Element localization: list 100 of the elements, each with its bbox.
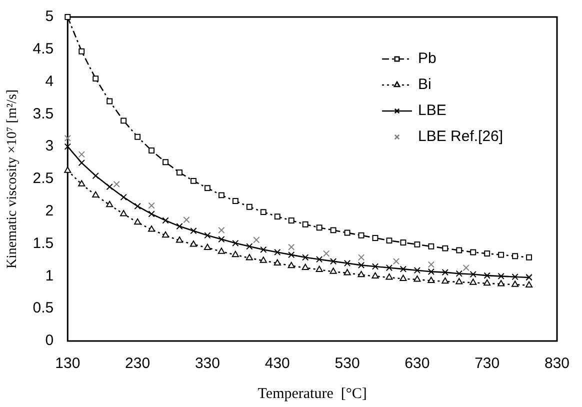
point: [260, 246, 267, 253]
point: [400, 274, 407, 282]
point: [456, 278, 463, 284]
point: [232, 250, 239, 258]
point: [120, 210, 128, 216]
x-tick-label: 330: [194, 355, 220, 372]
point: [148, 202, 155, 209]
y-tick-label: 0: [45, 332, 54, 350]
point: [78, 48, 85, 54]
point: [274, 214, 280, 220]
point: [372, 263, 379, 270]
point: [134, 134, 141, 140]
point: [274, 259, 281, 266]
point: [344, 268, 351, 276]
point: [92, 76, 99, 82]
point: [302, 254, 309, 261]
point: [470, 249, 476, 256]
point: [526, 254, 532, 260]
point: [218, 226, 225, 234]
point: [232, 198, 238, 204]
point: [260, 256, 267, 263]
point: [260, 209, 266, 216]
point: [498, 280, 505, 286]
point: [134, 218, 142, 225]
point: [106, 183, 113, 190]
point: [414, 275, 421, 282]
point: [120, 194, 127, 200]
point: [218, 236, 225, 243]
y-tick-label: 1: [45, 267, 54, 284]
x-tick-label: 730: [474, 355, 500, 372]
point: [288, 244, 295, 250]
point: [92, 191, 100, 198]
point: [498, 272, 504, 280]
point: [148, 210, 155, 218]
point: [484, 279, 491, 286]
point: [358, 270, 365, 278]
point: [148, 226, 156, 232]
point: [322, 250, 330, 257]
point: [512, 274, 518, 280]
y-tick-label: 2.5: [32, 170, 54, 188]
point: [92, 172, 99, 180]
point: [183, 216, 190, 224]
point: [120, 118, 127, 124]
point: [344, 260, 351, 267]
point: [64, 134, 71, 142]
point: [106, 98, 113, 104]
x-tick-label: 230: [125, 355, 150, 372]
point: [246, 243, 253, 250]
legend-label: LBE Ref.[26]: [418, 128, 504, 146]
point: [316, 224, 322, 231]
point: [204, 244, 211, 250]
point: [176, 236, 184, 243]
point: [218, 192, 224, 198]
y-tick-label: 4: [45, 72, 54, 90]
y-tick-label: 0.5: [32, 300, 54, 317]
point: [462, 264, 470, 272]
point: [218, 248, 225, 254]
point: [162, 159, 168, 166]
point: [330, 258, 337, 265]
point: [344, 230, 350, 236]
point: [246, 204, 252, 210]
point: [190, 228, 197, 234]
point: [386, 264, 393, 272]
y-tick-label: 3: [45, 138, 54, 155]
point: [358, 254, 365, 261]
y-tick-label: 2: [45, 202, 54, 220]
point: [288, 251, 295, 258]
x-tick-label: 630: [404, 355, 430, 372]
point: [386, 273, 393, 280]
point: [442, 268, 448, 276]
point: [288, 217, 294, 224]
point: [78, 180, 86, 186]
point: [400, 266, 407, 272]
point: [484, 272, 490, 279]
point: [414, 241, 420, 248]
point: [113, 180, 120, 188]
point: [526, 281, 533, 288]
legend-label: Pb: [418, 50, 436, 68]
point: [134, 202, 141, 210]
point: [316, 256, 323, 263]
point: [358, 232, 364, 238]
point: [470, 278, 477, 285]
point: [176, 170, 182, 176]
point: [106, 200, 114, 208]
point: [330, 268, 337, 274]
legend-label: LBE: [418, 102, 446, 120]
x-tick-label: 530: [334, 355, 360, 372]
point: [456, 270, 462, 277]
point: [274, 248, 281, 256]
point: [316, 266, 323, 272]
point: [246, 254, 253, 260]
y-tick-label: 4.5: [32, 40, 54, 58]
x-tick-label: 830: [544, 355, 570, 372]
point: [428, 243, 434, 250]
point: [392, 258, 400, 265]
point: [512, 253, 518, 260]
y-axis-title: Kinematic viscosity ×10⁷ [m²/s]: [5, 89, 20, 269]
point: [190, 178, 196, 184]
point: [288, 262, 295, 268]
point: [442, 277, 449, 284]
